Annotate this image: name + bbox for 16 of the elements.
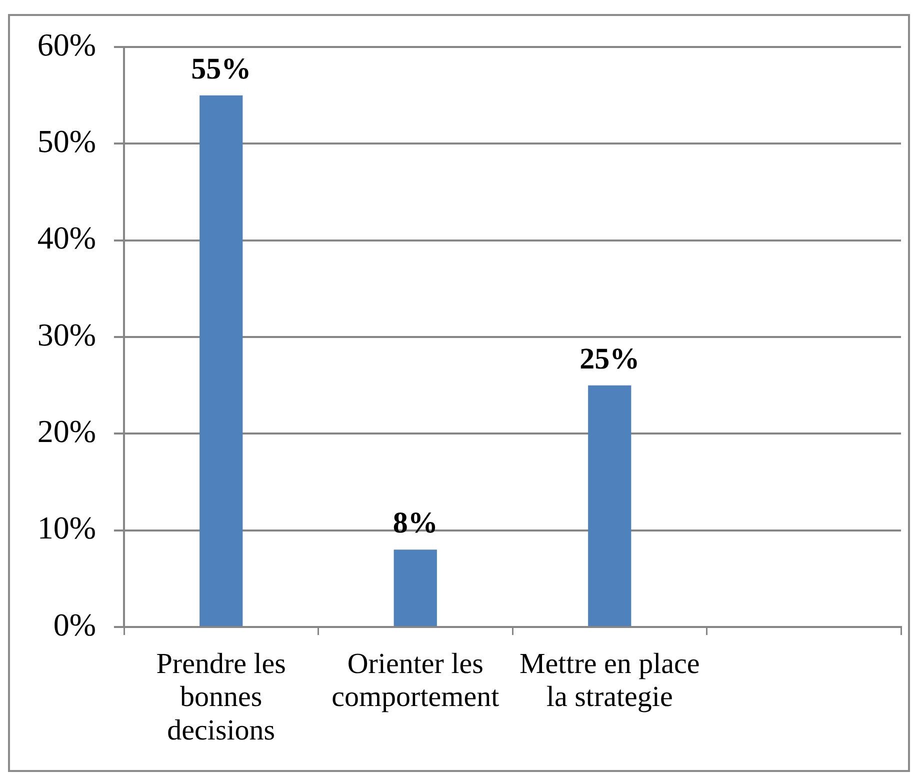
bar	[200, 95, 243, 626]
x-tick-label: Mettre en place la strategie	[519, 648, 700, 714]
y-tick-label: 30%	[37, 316, 96, 352]
y-tick-label: 20%	[37, 413, 96, 450]
y-tick-label: 60%	[37, 26, 96, 62]
data-label: 55%	[191, 52, 252, 86]
data-label: 8%	[392, 506, 438, 540]
x-tick-label: Orienter les comportement	[332, 648, 500, 714]
bar	[394, 550, 437, 626]
bar	[588, 385, 632, 626]
x-tick-label: Prendre les bonnes decisions	[156, 648, 286, 746]
y-tick-label: 50%	[37, 123, 96, 160]
data-label: 25%	[580, 342, 640, 376]
y-tick-label: 0%	[53, 606, 96, 642]
y-tick-label: 10%	[37, 510, 96, 546]
y-tick-label: 40%	[37, 220, 96, 256]
